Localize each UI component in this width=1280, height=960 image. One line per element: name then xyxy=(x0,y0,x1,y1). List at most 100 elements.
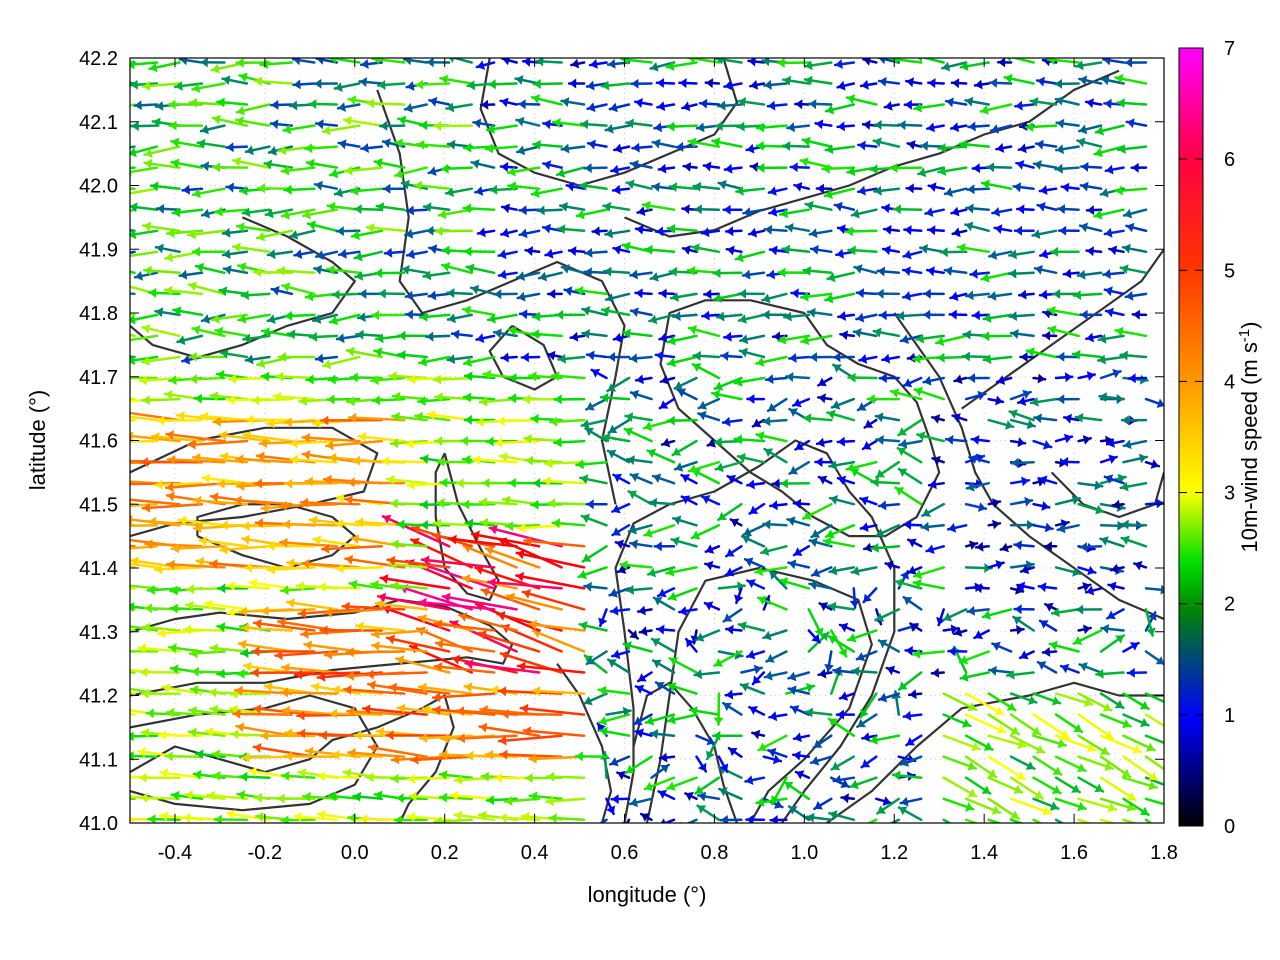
wind-arrow xyxy=(1114,185,1148,196)
wind-arrow xyxy=(373,268,406,279)
wind-arrow xyxy=(355,621,406,632)
contour-line xyxy=(614,439,896,823)
wind-arrow xyxy=(714,121,743,131)
wind-arrow xyxy=(1100,75,1125,86)
wind-arrow xyxy=(133,271,159,281)
contour-line xyxy=(130,426,379,538)
wind-arrow xyxy=(187,439,249,450)
wind-arrow xyxy=(214,206,249,217)
wind-arrow xyxy=(717,502,743,522)
wind-arrow xyxy=(859,79,878,90)
wind-arrow xyxy=(723,163,743,174)
wind-arrow xyxy=(964,734,994,751)
wind-arrow xyxy=(964,502,988,512)
wind-arrow xyxy=(1099,818,1118,823)
wind-arrow xyxy=(1076,269,1103,280)
wind-arrow xyxy=(650,637,676,653)
wind-arrow xyxy=(374,599,428,611)
wind-arrow xyxy=(1019,564,1035,575)
wind-arrow xyxy=(607,658,631,674)
wind-arrow xyxy=(804,200,833,211)
wind-arrow xyxy=(293,249,316,259)
wind-arrow xyxy=(222,265,249,275)
wind-arrow xyxy=(742,524,766,537)
wind-arrow xyxy=(1051,289,1080,299)
wind-arrow xyxy=(779,478,811,489)
wind-arrow xyxy=(577,566,608,580)
wind-arrow xyxy=(616,770,631,780)
wind-arrow xyxy=(1122,776,1158,791)
wind-arrow xyxy=(527,619,586,632)
wind-arrow xyxy=(850,566,878,576)
wind-arrow xyxy=(1013,225,1035,236)
wind-arrow xyxy=(719,351,743,361)
wind-arrow xyxy=(981,331,1013,342)
wind-arrow xyxy=(693,204,721,215)
wind-arrow xyxy=(171,207,204,218)
wind-arrow xyxy=(530,187,563,198)
wind-arrow xyxy=(140,355,181,366)
wind-arrow xyxy=(827,601,856,612)
wind-arrow xyxy=(1099,692,1125,710)
wind-arrow xyxy=(917,58,945,64)
wind-arrow xyxy=(755,797,788,807)
wind-arrow xyxy=(964,797,1002,815)
wind-arrow xyxy=(757,734,788,752)
wind-arrow xyxy=(971,163,990,174)
wind-arrow xyxy=(767,747,788,758)
wind-arrow xyxy=(899,334,923,345)
wind-arrow xyxy=(542,160,563,170)
wind-arrow xyxy=(280,585,316,596)
wind-arrow xyxy=(567,78,586,89)
wind-arrow xyxy=(912,578,945,590)
wind-arrow xyxy=(942,776,978,798)
wind-arrow xyxy=(942,734,981,752)
wind-arrow xyxy=(1032,522,1054,533)
wind-arrow xyxy=(760,545,788,556)
wind-arrow xyxy=(666,334,698,346)
wind-arrow xyxy=(749,79,766,90)
wind-arrow xyxy=(448,58,473,64)
wind-arrow xyxy=(987,776,1024,795)
wind-arrow xyxy=(373,158,406,169)
wind-arrow xyxy=(1077,797,1118,813)
wind-arrow xyxy=(943,187,968,198)
wind-arrow xyxy=(365,669,428,680)
wind-arrow xyxy=(611,502,631,514)
wind-arrow xyxy=(1056,523,1080,534)
wind-arrow xyxy=(471,454,518,465)
wind-arrow xyxy=(233,495,294,506)
wind-arrow xyxy=(658,397,676,410)
wind-arrow xyxy=(1056,351,1080,362)
wind-arrow xyxy=(787,805,811,822)
wind-arrow xyxy=(150,431,204,443)
wind-arrow xyxy=(1031,229,1058,239)
wind-arrow xyxy=(724,566,743,577)
wind-arrow xyxy=(1012,615,1035,632)
wind-arrow xyxy=(199,124,226,135)
wind-arrow xyxy=(828,460,856,471)
wind-arrow xyxy=(971,310,990,321)
colorbar-tick-label: 6 xyxy=(1224,149,1235,171)
wind-arrow xyxy=(176,334,204,346)
wind-arrow xyxy=(604,292,631,303)
wind-arrow xyxy=(656,101,676,112)
wind-arrow xyxy=(163,285,204,296)
wind-arrow xyxy=(402,58,428,66)
wind-arrow xyxy=(634,728,653,738)
wind-arrow xyxy=(852,328,878,338)
wind-arrow xyxy=(1016,396,1035,406)
wind-arrow xyxy=(201,473,249,485)
wind-arrow xyxy=(1008,249,1035,260)
wind-arrow xyxy=(1009,560,1035,571)
wind-arrow xyxy=(472,118,496,129)
wind-arrow xyxy=(341,601,406,612)
wind-arrow xyxy=(965,481,990,492)
wind-arrow xyxy=(828,810,856,822)
wind-arrow xyxy=(846,629,878,643)
wind-arrow xyxy=(1055,118,1080,129)
wind-arrow xyxy=(478,497,518,508)
wind-arrow xyxy=(277,352,316,362)
wind-arrow xyxy=(802,266,833,276)
wind-arrow xyxy=(1006,58,1035,64)
